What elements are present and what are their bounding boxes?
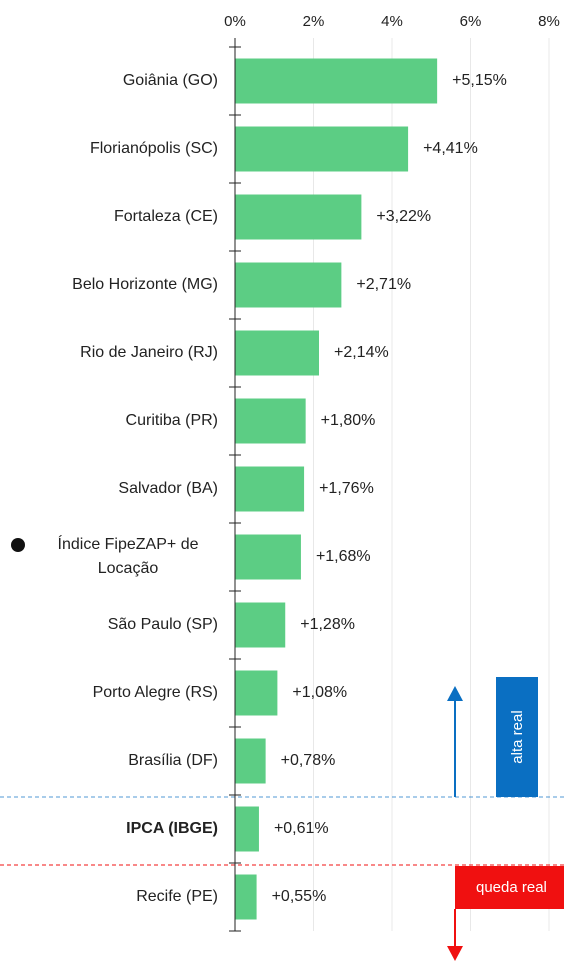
bar xyxy=(235,58,438,104)
arrow-head xyxy=(447,946,463,961)
bar xyxy=(235,874,257,920)
reference-marker xyxy=(11,538,25,552)
value-label: +0,61% xyxy=(274,820,329,837)
annotation-box xyxy=(496,677,538,797)
x-tick-label: 8% xyxy=(538,13,560,30)
value-label: +1,76% xyxy=(319,480,374,497)
bar xyxy=(235,466,305,512)
category-label: Florianópolis (SC) xyxy=(89,140,218,157)
category-label: Brasília (DF) xyxy=(128,752,218,769)
bar xyxy=(235,602,286,648)
bar xyxy=(235,806,259,852)
category-label: Curitiba (PR) xyxy=(125,412,218,429)
x-tick-label: 6% xyxy=(460,13,482,30)
bar xyxy=(235,126,409,172)
bar xyxy=(235,330,319,376)
value-label: +3,22% xyxy=(376,208,431,225)
arrow-head xyxy=(447,686,463,701)
category-label: Belo Horizonte (MG) xyxy=(72,276,218,293)
bar xyxy=(235,398,306,444)
category-label: IPCA (IBGE) xyxy=(126,820,218,837)
value-label: +2,14% xyxy=(334,344,389,361)
annotation-text: alta real xyxy=(509,710,526,763)
category-label: Índice FipeZAP+ de Locação xyxy=(57,536,199,577)
bar xyxy=(235,534,301,580)
x-tick-label: 0% xyxy=(224,13,246,30)
value-label: +1,08% xyxy=(292,684,347,701)
bar xyxy=(235,262,342,308)
category-label: Recife (PE) xyxy=(136,888,218,905)
category-label: Salvador (BA) xyxy=(118,480,218,497)
category-label: São Paulo (SP) xyxy=(107,616,218,633)
category-label: Fortaleza (CE) xyxy=(113,208,218,225)
bar xyxy=(235,670,278,716)
x-tick-label: 4% xyxy=(381,13,403,30)
bar xyxy=(235,738,266,784)
x-tick-label: 2% xyxy=(303,13,325,30)
value-label: +1,80% xyxy=(321,412,376,429)
value-label: +5,15% xyxy=(452,72,507,89)
value-label: +2,71% xyxy=(356,276,411,293)
value-label: +4,41% xyxy=(423,140,478,157)
value-label: +0,78% xyxy=(281,752,336,769)
annotation-box xyxy=(455,866,564,909)
category-label: Goiânia (GO) xyxy=(122,72,218,89)
value-label: +1,28% xyxy=(300,616,355,633)
value-label: +1,68% xyxy=(316,548,371,565)
category-label: Porto Alegre (RS) xyxy=(92,684,218,701)
value-label: +0,55% xyxy=(272,888,327,905)
bar xyxy=(235,194,362,240)
annotation-text: queda real xyxy=(476,879,547,896)
category-label: Rio de Janeiro (RJ) xyxy=(80,344,218,361)
